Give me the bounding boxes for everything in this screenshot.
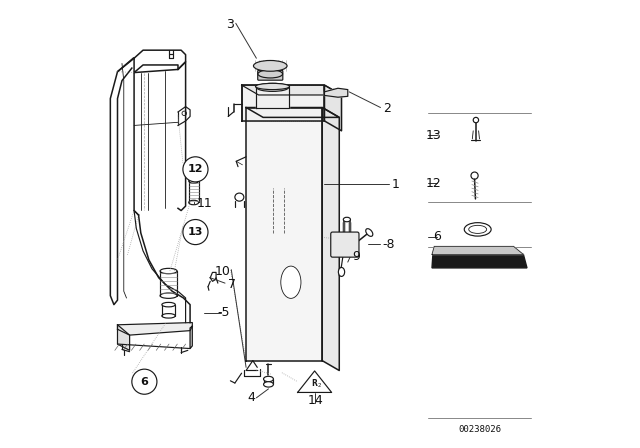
Text: 7: 7 [228, 278, 236, 291]
Ellipse shape [264, 376, 273, 382]
Polygon shape [257, 87, 289, 108]
Text: 6: 6 [140, 377, 148, 387]
Circle shape [132, 369, 157, 394]
Polygon shape [298, 371, 332, 392]
Text: 1: 1 [392, 178, 399, 191]
Ellipse shape [235, 193, 244, 201]
Text: 11: 11 [197, 197, 212, 211]
Circle shape [183, 220, 208, 245]
Text: 6: 6 [433, 230, 441, 243]
Text: 00238026: 00238026 [458, 425, 501, 434]
Ellipse shape [339, 267, 345, 276]
Circle shape [183, 157, 208, 182]
FancyBboxPatch shape [331, 232, 359, 257]
Ellipse shape [343, 217, 351, 222]
Polygon shape [118, 323, 192, 335]
Ellipse shape [160, 293, 177, 298]
Ellipse shape [471, 172, 478, 179]
Text: R: R [311, 379, 317, 388]
Polygon shape [242, 85, 324, 121]
Polygon shape [432, 254, 527, 268]
Ellipse shape [182, 111, 186, 116]
Polygon shape [246, 108, 339, 117]
Text: 12: 12 [425, 177, 441, 190]
Polygon shape [324, 85, 342, 131]
Ellipse shape [162, 314, 175, 318]
Ellipse shape [281, 266, 301, 298]
Ellipse shape [160, 268, 177, 274]
Ellipse shape [255, 83, 289, 90]
Polygon shape [118, 325, 130, 350]
Ellipse shape [189, 179, 198, 183]
FancyBboxPatch shape [258, 70, 283, 80]
Text: 3: 3 [226, 18, 234, 31]
Text: 4: 4 [247, 391, 255, 405]
Text: 13: 13 [425, 129, 441, 142]
Text: 13: 13 [188, 227, 203, 237]
Ellipse shape [468, 225, 486, 233]
Ellipse shape [258, 70, 283, 78]
Ellipse shape [162, 302, 175, 307]
Ellipse shape [365, 228, 373, 237]
Ellipse shape [264, 382, 273, 387]
Text: 12: 12 [188, 164, 204, 174]
Polygon shape [190, 326, 192, 349]
Ellipse shape [464, 223, 491, 236]
Ellipse shape [257, 83, 289, 91]
Ellipse shape [253, 60, 287, 71]
Ellipse shape [189, 200, 198, 205]
Polygon shape [246, 108, 323, 361]
Ellipse shape [473, 117, 479, 123]
Polygon shape [432, 246, 524, 254]
Polygon shape [242, 85, 342, 95]
Polygon shape [324, 88, 348, 97]
Polygon shape [323, 108, 339, 370]
Text: 14: 14 [308, 394, 323, 408]
Text: 10: 10 [214, 264, 230, 278]
Text: -5: -5 [218, 306, 230, 319]
Text: 9: 9 [352, 250, 360, 263]
Text: 2: 2 [383, 102, 390, 115]
Text: 2: 2 [317, 383, 321, 388]
Text: -8: -8 [383, 237, 396, 251]
